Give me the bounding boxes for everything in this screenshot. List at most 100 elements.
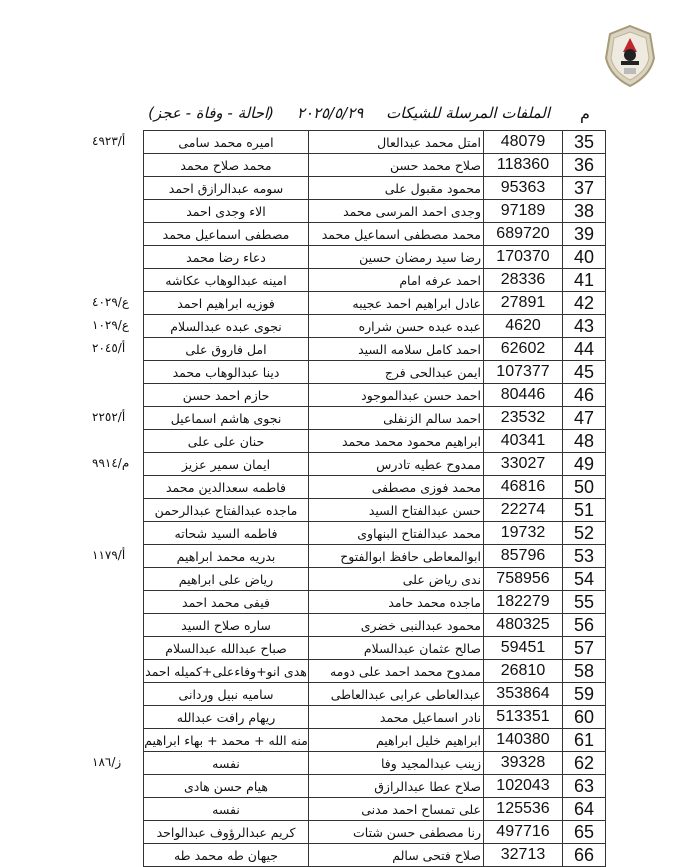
employee-name: صالح عثمان عبدالسلام	[309, 637, 484, 659]
employee-name: عادل ابراهيم احمد عجيبه	[309, 292, 484, 314]
beneficiary-name: حنان على على	[144, 430, 309, 452]
employee-name: ماجده محمد حامد	[309, 591, 484, 613]
row-number: 54	[563, 568, 606, 590]
reference-note: ع/٤٠٢٩	[92, 295, 129, 309]
beneficiary-name: امل فاروق على	[144, 338, 309, 360]
table-row: 46 80446 احمد حسن عبدالموجود حازم احمد حسن	[144, 384, 606, 407]
file-code: 28336	[484, 269, 563, 291]
beneficiary-name: نجوى عبده عبدالسلام	[144, 315, 309, 337]
table-row: 59 353864 عبدالعاطى عرابى عبدالعاطى ساميه ن…	[144, 683, 606, 706]
beneficiary-name: نفسه	[144, 798, 309, 820]
table-row: 37 95363 محمود مقبول على سومه عبدالرازق احم…	[144, 177, 606, 200]
file-code: 26810	[484, 660, 563, 682]
table-row: 38 97189 وجدى احمد المرسى محمد الاء وجدى اح…	[144, 200, 606, 223]
table-row: 48 40341 ابراهيم محمود محمد محمد حنان على ع…	[144, 430, 606, 453]
beneficiary-name: دينا عبدالوهاب محمد	[144, 361, 309, 383]
row-number: 57	[563, 637, 606, 659]
table-row: 45 107377 ايمن عبدالحى فرج دينا عبدالوهاب م…	[144, 361, 606, 384]
row-number: 43	[563, 315, 606, 337]
beneficiary-name: بدريه محمد ابراهيم	[144, 545, 309, 567]
beneficiary-name: منه الله + محمد + بهاء ابراهيم	[144, 729, 309, 751]
row-number: 55	[563, 591, 606, 613]
table-row: 53 85796 ابوالمعاطى حافظ ابوالفتوح بدريه مح…	[144, 545, 606, 568]
table-row: 41 28336 احمد عرفه امام امينه عبدالوهاب عكا…	[144, 269, 606, 292]
table-row: 50 46816 محمد فوزى مصطفى فاطمه سعدالدين محم…	[144, 476, 606, 499]
employee-name: احمد عرفه امام	[309, 269, 484, 291]
file-code: 497716	[484, 821, 563, 843]
beneficiary-name: فيفى محمد احمد	[144, 591, 309, 613]
table-row: 39 689720 محمد مصطفى اسماعيل محمد مصطفى اسم…	[144, 223, 606, 246]
beneficiary-name: صباح عبدالله عبدالسلام	[144, 637, 309, 659]
file-code: 170370	[484, 246, 563, 268]
file-code: 40341	[484, 430, 563, 452]
table-row: 66 32713 صلاح فتحى سالم جيهان طه محمد طه	[144, 844, 606, 867]
employee-name: صلاح محمد حسن	[309, 154, 484, 176]
row-number: 64	[563, 798, 606, 820]
table-row: 56 480325 محمود عبدالنبى خضرى ساره صلاح الس…	[144, 614, 606, 637]
table-row: 57 59451 صالح عثمان عبدالسلام صباح عبدالله …	[144, 637, 606, 660]
employee-name: احمد حسن عبدالموجود	[309, 384, 484, 406]
employee-name: عبده عبده حسن شراره	[309, 315, 484, 337]
employee-name: محمد عبدالفتاح البنهاوى	[309, 522, 484, 544]
row-number: 48	[563, 430, 606, 452]
table-row: 36 118360 صلاح محمد حسن محمد صلاح محمد	[144, 154, 606, 177]
employee-name: نادر اسماعيل محمد	[309, 706, 484, 728]
row-number: 50	[563, 476, 606, 498]
table-row: 44 62602 احمد كامل سلامه السيد امل فاروق عل…	[144, 338, 606, 361]
employee-name: صلاح فتحى سالم	[309, 844, 484, 866]
table-row: 35 48079 امتل محمد عبدالعال اميره محمد سامى	[144, 131, 606, 154]
file-code: 97189	[484, 200, 563, 222]
file-code: 107377	[484, 361, 563, 383]
table-row: 63 102043 صلاح عطا عبدالرازق هيام حسن هادى	[144, 775, 606, 798]
employee-name: احمد كامل سلامه السيد	[309, 338, 484, 360]
document-title: الملفات المرسلة للشيكات ٢٠٢٥/٥/٢٩ (احالة…	[140, 104, 550, 122]
employee-name: رضا سيد رمضان حسين	[309, 246, 484, 268]
row-number: 40	[563, 246, 606, 268]
file-code: 102043	[484, 775, 563, 797]
beneficiary-name: فاطمه السيد شحاته	[144, 522, 309, 544]
file-code: 353864	[484, 683, 563, 705]
row-number: 52	[563, 522, 606, 544]
index-column-header: م	[580, 104, 590, 123]
file-code: 48079	[484, 131, 563, 153]
file-code: 118360	[484, 154, 563, 176]
employee-name: ممدوح محمد احمد على دومه	[309, 660, 484, 682]
beneficiary-name: امينه عبدالوهاب عكاشه	[144, 269, 309, 291]
row-number: 62	[563, 752, 606, 774]
table-row: 54 758956 ندى رياض على رياض على ابراهيم	[144, 568, 606, 591]
employee-name: محمد مصطفى اسماعيل محمد	[309, 223, 484, 245]
table-row: 42 27891 عادل ابراهيم احمد عجيبه فوزيه ابرا…	[144, 292, 606, 315]
row-number: 58	[563, 660, 606, 682]
employee-name: رنا مصطفى حسن شتات	[309, 821, 484, 843]
beneficiary-name: هيام حسن هادى	[144, 775, 309, 797]
file-code: 19732	[484, 522, 563, 544]
table-row: 52 19732 محمد عبدالفتاح البنهاوى فاطمه السي…	[144, 522, 606, 545]
file-code: 95363	[484, 177, 563, 199]
file-code: 140380	[484, 729, 563, 751]
reference-note: م/٩٩١٤	[92, 456, 130, 470]
beneficiary-name: ماجده عبدالفتاح عبدالرحمن	[144, 499, 309, 521]
row-number: 35	[563, 131, 606, 153]
file-code: 59451	[484, 637, 563, 659]
row-number: 45	[563, 361, 606, 383]
employee-name: وجدى احمد المرسى محمد	[309, 200, 484, 222]
table-row: 65 497716 رنا مصطفى حسن شتات كريم عبدالرؤوف…	[144, 821, 606, 844]
row-number: 56	[563, 614, 606, 636]
beneficiary-name: ايمان سمير عزيز	[144, 453, 309, 475]
row-number: 61	[563, 729, 606, 751]
table-row: 55 182279 ماجده محمد حامد فيفى محمد احمد	[144, 591, 606, 614]
table-row: 62 39328 زينب عبدالمجيد وفا نفسه	[144, 752, 606, 775]
row-number: 46	[563, 384, 606, 406]
beneficiary-name: فوزيه ابراهيم احمد	[144, 292, 309, 314]
employee-name: محمود مقبول على	[309, 177, 484, 199]
table-row: 51 22274 حسن عبدالفتاح السيد ماجده عبدالفتا…	[144, 499, 606, 522]
row-number: 47	[563, 407, 606, 429]
file-code: 480325	[484, 614, 563, 636]
title-date: ٢٠٢٥/٥/٢٩	[296, 104, 364, 122]
row-number: 41	[563, 269, 606, 291]
beneficiary-name: حازم احمد حسن	[144, 384, 309, 406]
beneficiary-name: ساميه نبيل وردانى	[144, 683, 309, 705]
table-row: 60 513351 نادر اسماعيل محمد ريهام رافت عبدا…	[144, 706, 606, 729]
employee-name: ابراهيم محمود محمد محمد	[309, 430, 484, 452]
file-code: 182279	[484, 591, 563, 613]
